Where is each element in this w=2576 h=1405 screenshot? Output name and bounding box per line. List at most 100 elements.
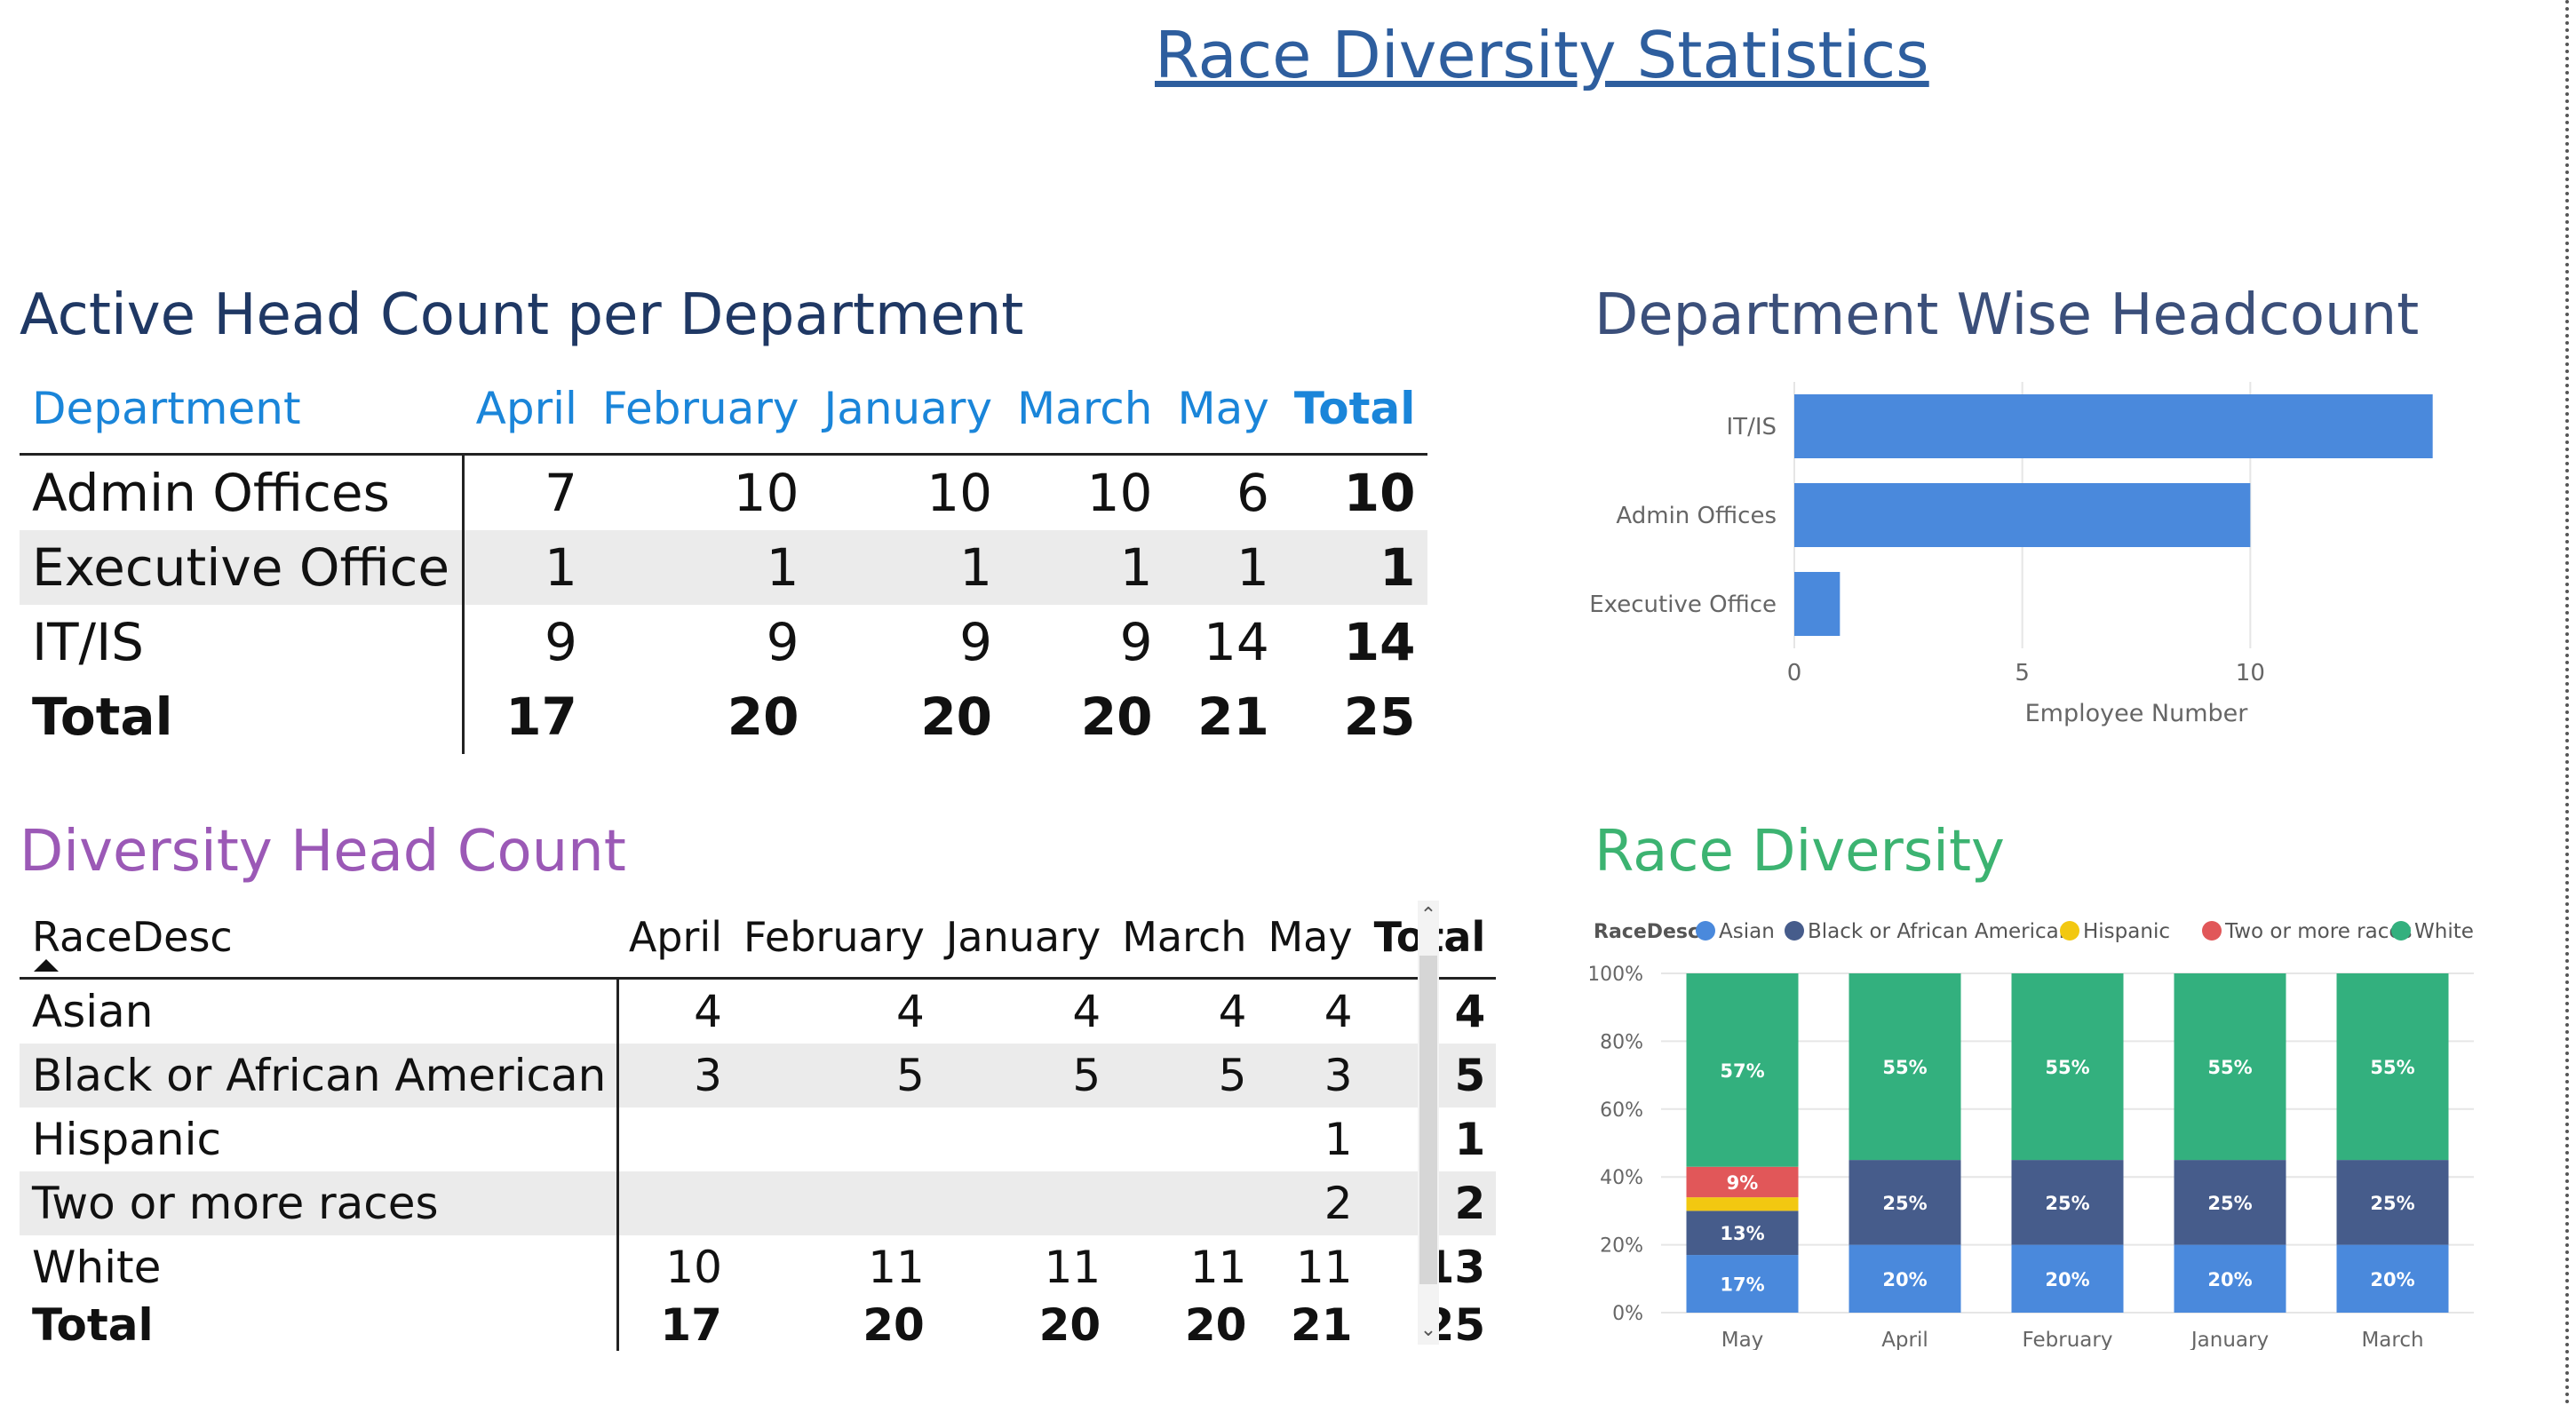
- total-cell[interactable]: 4: [1454, 986, 1486, 1037]
- value-cell[interactable]: [935, 1107, 1111, 1171]
- value-cell[interactable]: 11: [1044, 1242, 1101, 1293]
- value-cell[interactable]: 10: [733, 463, 799, 523]
- scroll-up-icon[interactable]: ⌃: [1419, 904, 1437, 926]
- data-label: 13%: [1720, 1223, 1764, 1244]
- value-cell[interactable]: [733, 1107, 935, 1171]
- total-cell[interactable]: 10: [1343, 463, 1416, 523]
- column-header-racedesc[interactable]: RaceDesc: [20, 897, 618, 979]
- value-cell[interactable]: 11: [1189, 1242, 1247, 1293]
- total-cell[interactable]: 25: [1343, 687, 1416, 747]
- total-cell[interactable]: 14: [1343, 612, 1416, 672]
- value-cell[interactable]: [1111, 1171, 1258, 1235]
- row-label-cell[interactable]: IT/IS: [20, 605, 465, 679]
- column-header-february[interactable]: February: [743, 913, 925, 961]
- value-cell[interactable]: 11: [1295, 1242, 1353, 1293]
- value-cell[interactable]: 7: [545, 463, 577, 523]
- race-chart-title: Race Diversity: [1594, 819, 2005, 885]
- table-header-row: Department April February January March …: [20, 364, 1428, 455]
- value-cell[interactable]: 20: [1184, 1299, 1247, 1351]
- row-label-cell[interactable]: Executive Office: [20, 530, 465, 605]
- value-cell[interactable]: 21: [1290, 1299, 1353, 1351]
- row-label-cell[interactable]: Asian: [20, 978, 620, 1044]
- row-label-cell[interactable]: White: [20, 1235, 620, 1299]
- value-cell[interactable]: 20: [1080, 687, 1153, 747]
- sort-ascending-icon[interactable]: [34, 959, 59, 972]
- value-cell[interactable]: 10: [926, 463, 993, 523]
- value-cell[interactable]: 14: [1204, 612, 1269, 672]
- stacked-bar-segment: [1849, 973, 1961, 1161]
- column-header-february[interactable]: February: [601, 383, 799, 434]
- value-cell[interactable]: 6: [1236, 463, 1269, 523]
- value-cell[interactable]: 5: [732, 1044, 935, 1107]
- row-label-cell[interactable]: Total: [20, 1299, 620, 1351]
- value-cell[interactable]: 17: [660, 1299, 722, 1351]
- column-header-department[interactable]: Department: [32, 383, 301, 434]
- value-cell[interactable]: 1: [1005, 530, 1165, 605]
- legend-marker: [2202, 921, 2222, 941]
- stacked-bar-segment: [1686, 1166, 1799, 1198]
- value-cell[interactable]: [618, 1107, 733, 1171]
- row-label-cell[interactable]: Total: [20, 679, 465, 754]
- value-cell[interactable]: 9: [959, 612, 993, 672]
- value-cell[interactable]: 9: [766, 612, 799, 672]
- column-header-january[interactable]: January: [823, 383, 993, 434]
- value-cell[interactable]: 9: [1119, 612, 1153, 672]
- value-cell[interactable]: 3: [617, 1044, 733, 1107]
- value-cell[interactable]: 4: [896, 986, 925, 1037]
- value-cell[interactable]: 1: [1165, 530, 1282, 605]
- column-header-january[interactable]: January: [945, 913, 1101, 961]
- column-header-may[interactable]: May: [1268, 913, 1353, 961]
- value-cell[interactable]: 20: [1038, 1299, 1101, 1351]
- value-cell[interactable]: 4: [694, 986, 722, 1037]
- column-header-march[interactable]: March: [1017, 383, 1153, 434]
- value-cell[interactable]: [1111, 1107, 1257, 1171]
- scroll-down-icon[interactable]: ⌄: [1419, 1319, 1437, 1341]
- value-cell[interactable]: 5: [934, 1044, 1112, 1107]
- total-cell[interactable]: 1: [1454, 1114, 1486, 1165]
- value-cell[interactable]: 9: [545, 612, 577, 672]
- value-cell[interactable]: 20: [727, 687, 799, 747]
- value-cell[interactable]: 17: [505, 687, 577, 747]
- y-tick-label: 80%: [1600, 1031, 1643, 1053]
- y-tick-label: Admin Offices: [1616, 503, 1777, 529]
- value-cell[interactable]: 20: [863, 1299, 925, 1351]
- value-cell[interactable]: 1: [811, 530, 1006, 605]
- value-cell[interactable]: 1: [463, 530, 590, 605]
- value-cell[interactable]: 4: [1218, 986, 1247, 1037]
- scrollbar-thumb[interactable]: [1419, 956, 1437, 1284]
- value-cell[interactable]: [934, 1171, 1112, 1235]
- value-cell[interactable]: 1: [589, 530, 812, 605]
- value-cell[interactable]: [617, 1171, 733, 1235]
- column-header-total[interactable]: Total: [1293, 383, 1416, 434]
- column-header-april[interactable]: April: [628, 913, 722, 961]
- row-label-cell[interactable]: Two or more races: [20, 1171, 620, 1235]
- column-header-march[interactable]: March: [1122, 913, 1247, 961]
- value-cell[interactable]: 3: [1257, 1044, 1364, 1107]
- total-cell[interactable]: 1: [1281, 530, 1428, 605]
- y-tick-label: Executive Office: [1590, 591, 1777, 618]
- value-cell[interactable]: 10: [1086, 463, 1153, 523]
- table-vertical-scrollbar[interactable]: ⌃ ⌄: [1418, 901, 1439, 1345]
- column-header-may[interactable]: May: [1177, 383, 1269, 434]
- value-cell[interactable]: 20: [920, 687, 993, 747]
- value-cell[interactable]: 2: [1257, 1171, 1364, 1235]
- value-cell[interactable]: 10: [665, 1242, 722, 1293]
- head-count-table: Department April February January March …: [20, 364, 1428, 754]
- value-cell[interactable]: 4: [1072, 986, 1101, 1037]
- row-label-cell[interactable]: Admin Offices: [20, 454, 465, 530]
- value-cell[interactable]: 11: [868, 1242, 925, 1293]
- stacked-bar-segment: [1849, 1160, 1961, 1245]
- value-cell[interactable]: [732, 1171, 935, 1235]
- column-header-april[interactable]: April: [475, 383, 577, 434]
- table-row: Executive Office 1 1 1 1 1 1: [20, 530, 1428, 605]
- row-label-cell[interactable]: Black or African American: [20, 1044, 620, 1107]
- page-title[interactable]: Race Diversity Statistics: [1155, 18, 1929, 92]
- x-tick-label: 5: [2015, 660, 2030, 687]
- value-cell[interactable]: 5: [1111, 1044, 1258, 1107]
- value-cell[interactable]: 21: [1197, 687, 1269, 747]
- stacked-bar-segment: [2336, 1160, 2449, 1245]
- row-label-cell[interactable]: Hispanic: [20, 1107, 620, 1171]
- x-axis-title: Employee Number: [2025, 700, 2249, 727]
- value-cell[interactable]: 1: [1324, 1114, 1353, 1165]
- value-cell[interactable]: 4: [1324, 986, 1353, 1037]
